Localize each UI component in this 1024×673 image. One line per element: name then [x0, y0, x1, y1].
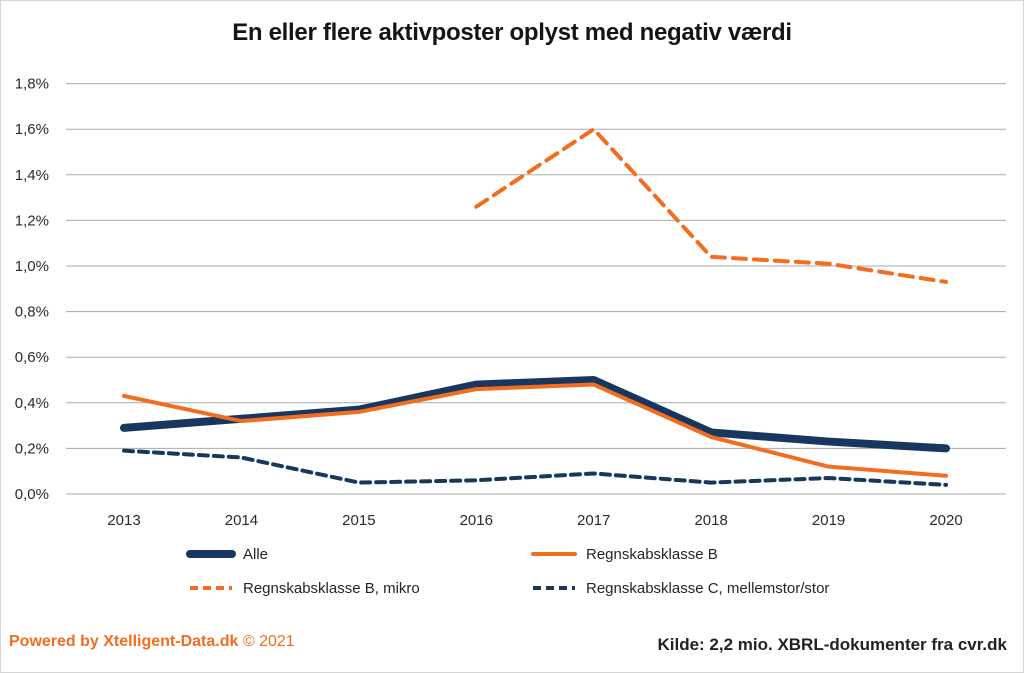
legend-swatch	[533, 586, 575, 590]
chart-title: En eller flere aktivposter oplyst med ne…	[232, 19, 792, 46]
x-axis-tick-label: 2015	[342, 512, 375, 529]
y-axis-tick-label: 1,6%	[15, 121, 49, 138]
legend-label: Regnskabsklasse C, mellemstor/stor	[586, 579, 830, 597]
y-axis-tick-label: 1,8%	[15, 76, 49, 93]
line-chart: 0,0% 0,2% 0,4% 0,6% 0,8% 1,0% 1,2% 1,4% 1,6% 1,8%…	[15, 76, 1006, 529]
legend-item-1: Alle	[186, 545, 269, 563]
x-axis-tick-label: 2016	[460, 512, 493, 529]
source-credit: Kilde: 2,2 mio. XBRL-dokumenter fra cvr.…	[657, 635, 1007, 654]
brand-text: Powered by Xtelligent-Data.dk	[9, 633, 239, 650]
legend-label: Regnskabsklasse B	[586, 545, 718, 563]
x-axis-tick-label: 2013	[107, 512, 140, 529]
legend-item-3: Regnskabsklasse B, mikro	[186, 579, 420, 597]
series-line-2	[122, 382, 949, 478]
y-axis-tick-label: 0,8%	[15, 304, 49, 321]
x-axis-tick-label: 2018	[694, 512, 727, 529]
x-axis-tick-label: 2020	[929, 512, 962, 529]
legend-item-2: Regnskabsklasse B	[529, 545, 718, 563]
y-axis-tick-label: 1,4%	[15, 167, 49, 184]
brand-credit: Powered by Xtelligent-Data.dk © 2021	[9, 633, 295, 651]
legend-item-4: Regnskabsklasse C, mellemstor/stor	[529, 579, 830, 597]
y-axis-tick-label: 0,0%	[15, 486, 49, 503]
series-line-4	[122, 448, 949, 487]
series-line-1	[120, 376, 951, 453]
series-line-3	[474, 127, 949, 284]
legend-swatch	[531, 552, 577, 556]
y-axis-tick-label: 0,2%	[15, 440, 49, 457]
copyright-text: © 2021	[242, 633, 295, 650]
y-axis-tick-label: 1,2%	[15, 212, 49, 229]
legend-swatch	[186, 550, 236, 558]
y-axis-tick-label: 0,6%	[15, 349, 49, 366]
x-axis-tick-label: 2019	[812, 512, 845, 529]
legend-label: Regnskabsklasse B, mikro	[243, 579, 420, 597]
x-axis-tick-label: 2014	[225, 512, 258, 529]
x-axis-tick-label: 2017	[577, 512, 610, 529]
y-axis-tick-label: 0,4%	[15, 395, 49, 412]
legend-swatch	[190, 586, 232, 590]
legend-label: Alle	[243, 545, 269, 563]
y-axis-tick-label: 1,0%	[15, 258, 49, 275]
